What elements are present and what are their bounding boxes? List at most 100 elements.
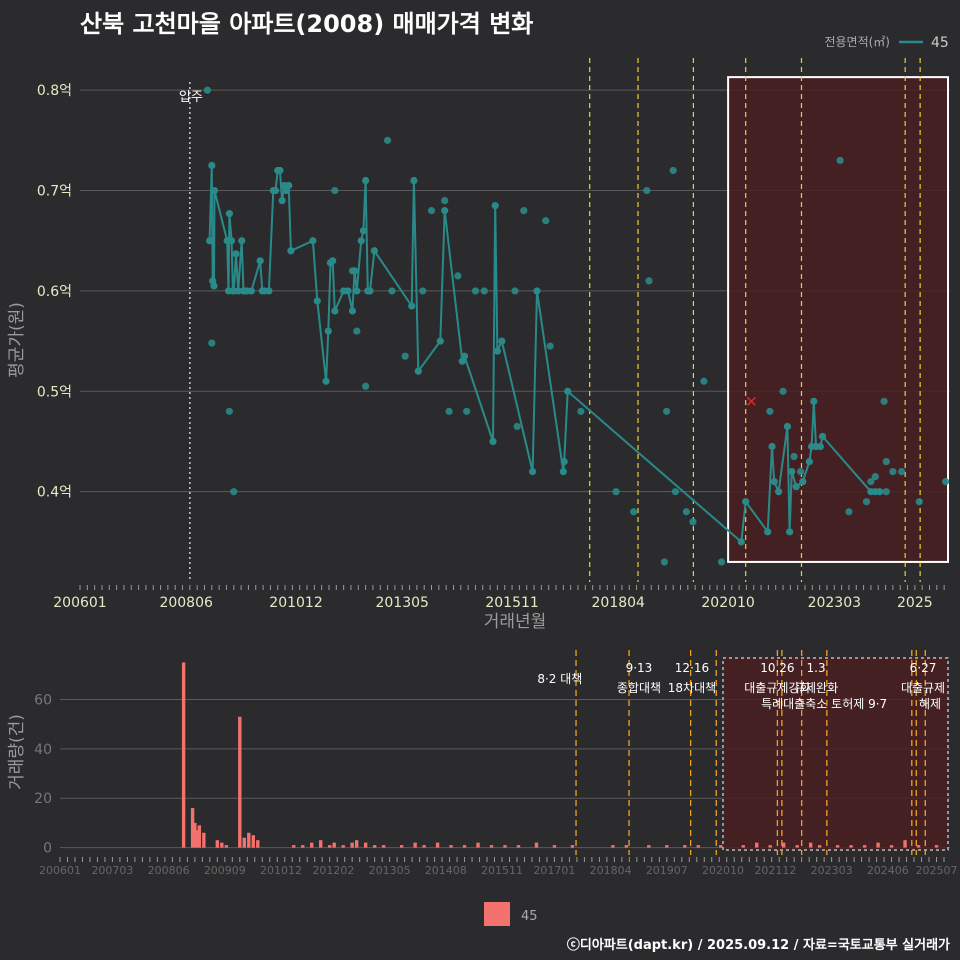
data-point (238, 237, 246, 245)
bar (195, 830, 199, 848)
bar (795, 845, 799, 848)
data-point (577, 407, 585, 415)
data-point (612, 488, 620, 496)
data-point (353, 327, 361, 335)
data-point (357, 237, 365, 245)
y-tick-label: 0.6억 (37, 284, 72, 300)
data-point (329, 257, 337, 265)
data-point (322, 377, 330, 385)
data-point (671, 488, 679, 496)
annotation-line1: 10.26 (760, 661, 794, 675)
bar (489, 845, 494, 848)
data-point (427, 207, 436, 215)
legend-label: 45 (931, 35, 949, 51)
data-point (383, 136, 392, 144)
bar (741, 845, 745, 848)
data-point (768, 442, 776, 451)
x-tick-label: 201511 (481, 864, 523, 877)
y-tick-label: 0 (43, 841, 52, 857)
data-point (818, 432, 827, 441)
annotation-line2: 특례대출축소 토허제 9·7 (761, 697, 887, 711)
data-point (669, 166, 677, 175)
x-tick-label: 201804 (592, 595, 646, 611)
data-point (441, 196, 449, 205)
bar (247, 832, 251, 848)
data-point (882, 457, 890, 466)
y-tick-label: 0.4억 (37, 485, 72, 501)
y-axis-label: 평균가(원) (7, 302, 27, 378)
data-point (836, 156, 844, 165)
data-point (845, 508, 853, 516)
data-point (862, 498, 871, 506)
annotation-line1: 9·13 (626, 661, 653, 675)
data-point (460, 352, 469, 360)
bar (328, 845, 332, 848)
data-point (630, 508, 638, 516)
bar (319, 840, 323, 848)
bar (435, 842, 440, 848)
bar (181, 662, 186, 848)
bar (476, 842, 480, 848)
data-point (419, 287, 427, 295)
data-point (471, 287, 480, 295)
bar (399, 845, 404, 848)
data-point (775, 488, 783, 496)
bar (449, 845, 453, 848)
bar (341, 845, 345, 848)
bar (647, 845, 651, 848)
data-point (210, 282, 218, 290)
data-point (816, 442, 824, 451)
bar (363, 842, 368, 848)
bar (683, 845, 687, 848)
bar (516, 845, 521, 848)
data-point (546, 342, 554, 350)
data-point (208, 161, 216, 170)
x-tick-label: 201907 (646, 864, 688, 877)
data-point (203, 86, 212, 94)
bar (251, 835, 255, 848)
data-point (362, 382, 370, 390)
data-point (783, 422, 792, 431)
bar (242, 837, 246, 848)
data-point (278, 196, 286, 205)
bar (876, 842, 880, 848)
data-point (542, 217, 550, 225)
x-tick-label: 201305 (375, 595, 428, 611)
bar (256, 840, 260, 848)
data-point (867, 478, 875, 486)
data-point (682, 508, 690, 516)
data-point (810, 397, 818, 405)
data-point (225, 407, 233, 415)
annotation-line2: 종합대책 (617, 680, 661, 695)
data-point (348, 267, 357, 275)
bar (570, 845, 575, 848)
data-point (942, 478, 950, 486)
data-point (805, 457, 813, 466)
move-in-label: 입주 (179, 90, 203, 105)
legend-key (484, 902, 510, 926)
data-point (645, 277, 653, 285)
x-tick-label: 202112 (754, 864, 796, 877)
data-point (331, 186, 339, 195)
y-tick-label: 0.7억 (37, 184, 72, 200)
data-point (331, 307, 339, 315)
bar (202, 832, 206, 848)
bar (238, 716, 242, 848)
data-point (786, 528, 794, 536)
data-point (779, 387, 787, 395)
annotation-line2: 규제완화 (794, 681, 838, 695)
bar (413, 842, 417, 848)
annotation-line1: 6·27 (910, 661, 937, 675)
data-point (700, 377, 708, 385)
data-point (463, 407, 471, 415)
bar (372, 845, 377, 848)
data-point (689, 518, 697, 526)
bar (624, 845, 629, 848)
data-point (799, 478, 807, 486)
bar (224, 845, 228, 848)
data-point (880, 397, 888, 405)
annotation-line2: 8·2 대책 (537, 671, 582, 686)
data-point (324, 327, 332, 335)
data-point (408, 302, 416, 310)
